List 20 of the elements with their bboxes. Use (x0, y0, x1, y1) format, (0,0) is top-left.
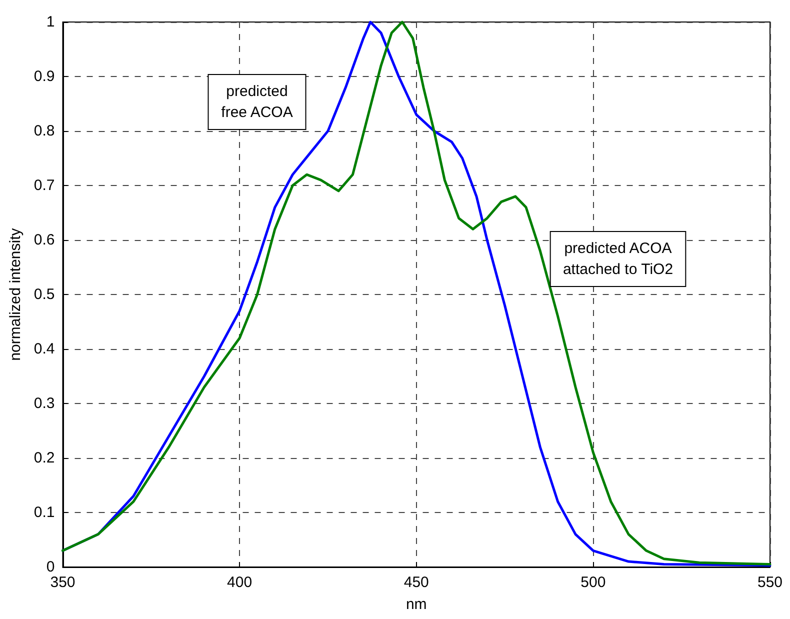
y-tick-label: 0.5 (34, 286, 55, 303)
annotation: predicted free ACOA (221, 83, 293, 121)
y-tick-label: 0.6 (34, 232, 55, 248)
y-tick-label: 1 (46, 14, 55, 30)
y-tick-label: 0.7 (34, 177, 55, 194)
y-axis-title: normalized intensity (7, 228, 24, 361)
annotation: predicted ACOA attached to TiO2 (562, 240, 674, 278)
y-tick-label: 0 (46, 558, 55, 576)
y-tick-label: 0.4 (34, 340, 55, 358)
y-tick-label: 0.8 (34, 122, 55, 140)
y-tick-label: 0.9 (34, 68, 55, 85)
y-tick-label: 0.2 (34, 450, 55, 466)
x-tick-label: 400 (227, 574, 252, 591)
y-tick-label: 0.1 (34, 504, 55, 521)
x-tick-label: 500 (580, 574, 606, 591)
x-tick-label: 450 (404, 574, 429, 591)
x-tick-label: 550 (757, 574, 783, 591)
y-tick-label: 0.3 (34, 395, 55, 412)
x-tick-label: 350 (50, 574, 76, 591)
x-axis-title: nm (406, 596, 427, 613)
